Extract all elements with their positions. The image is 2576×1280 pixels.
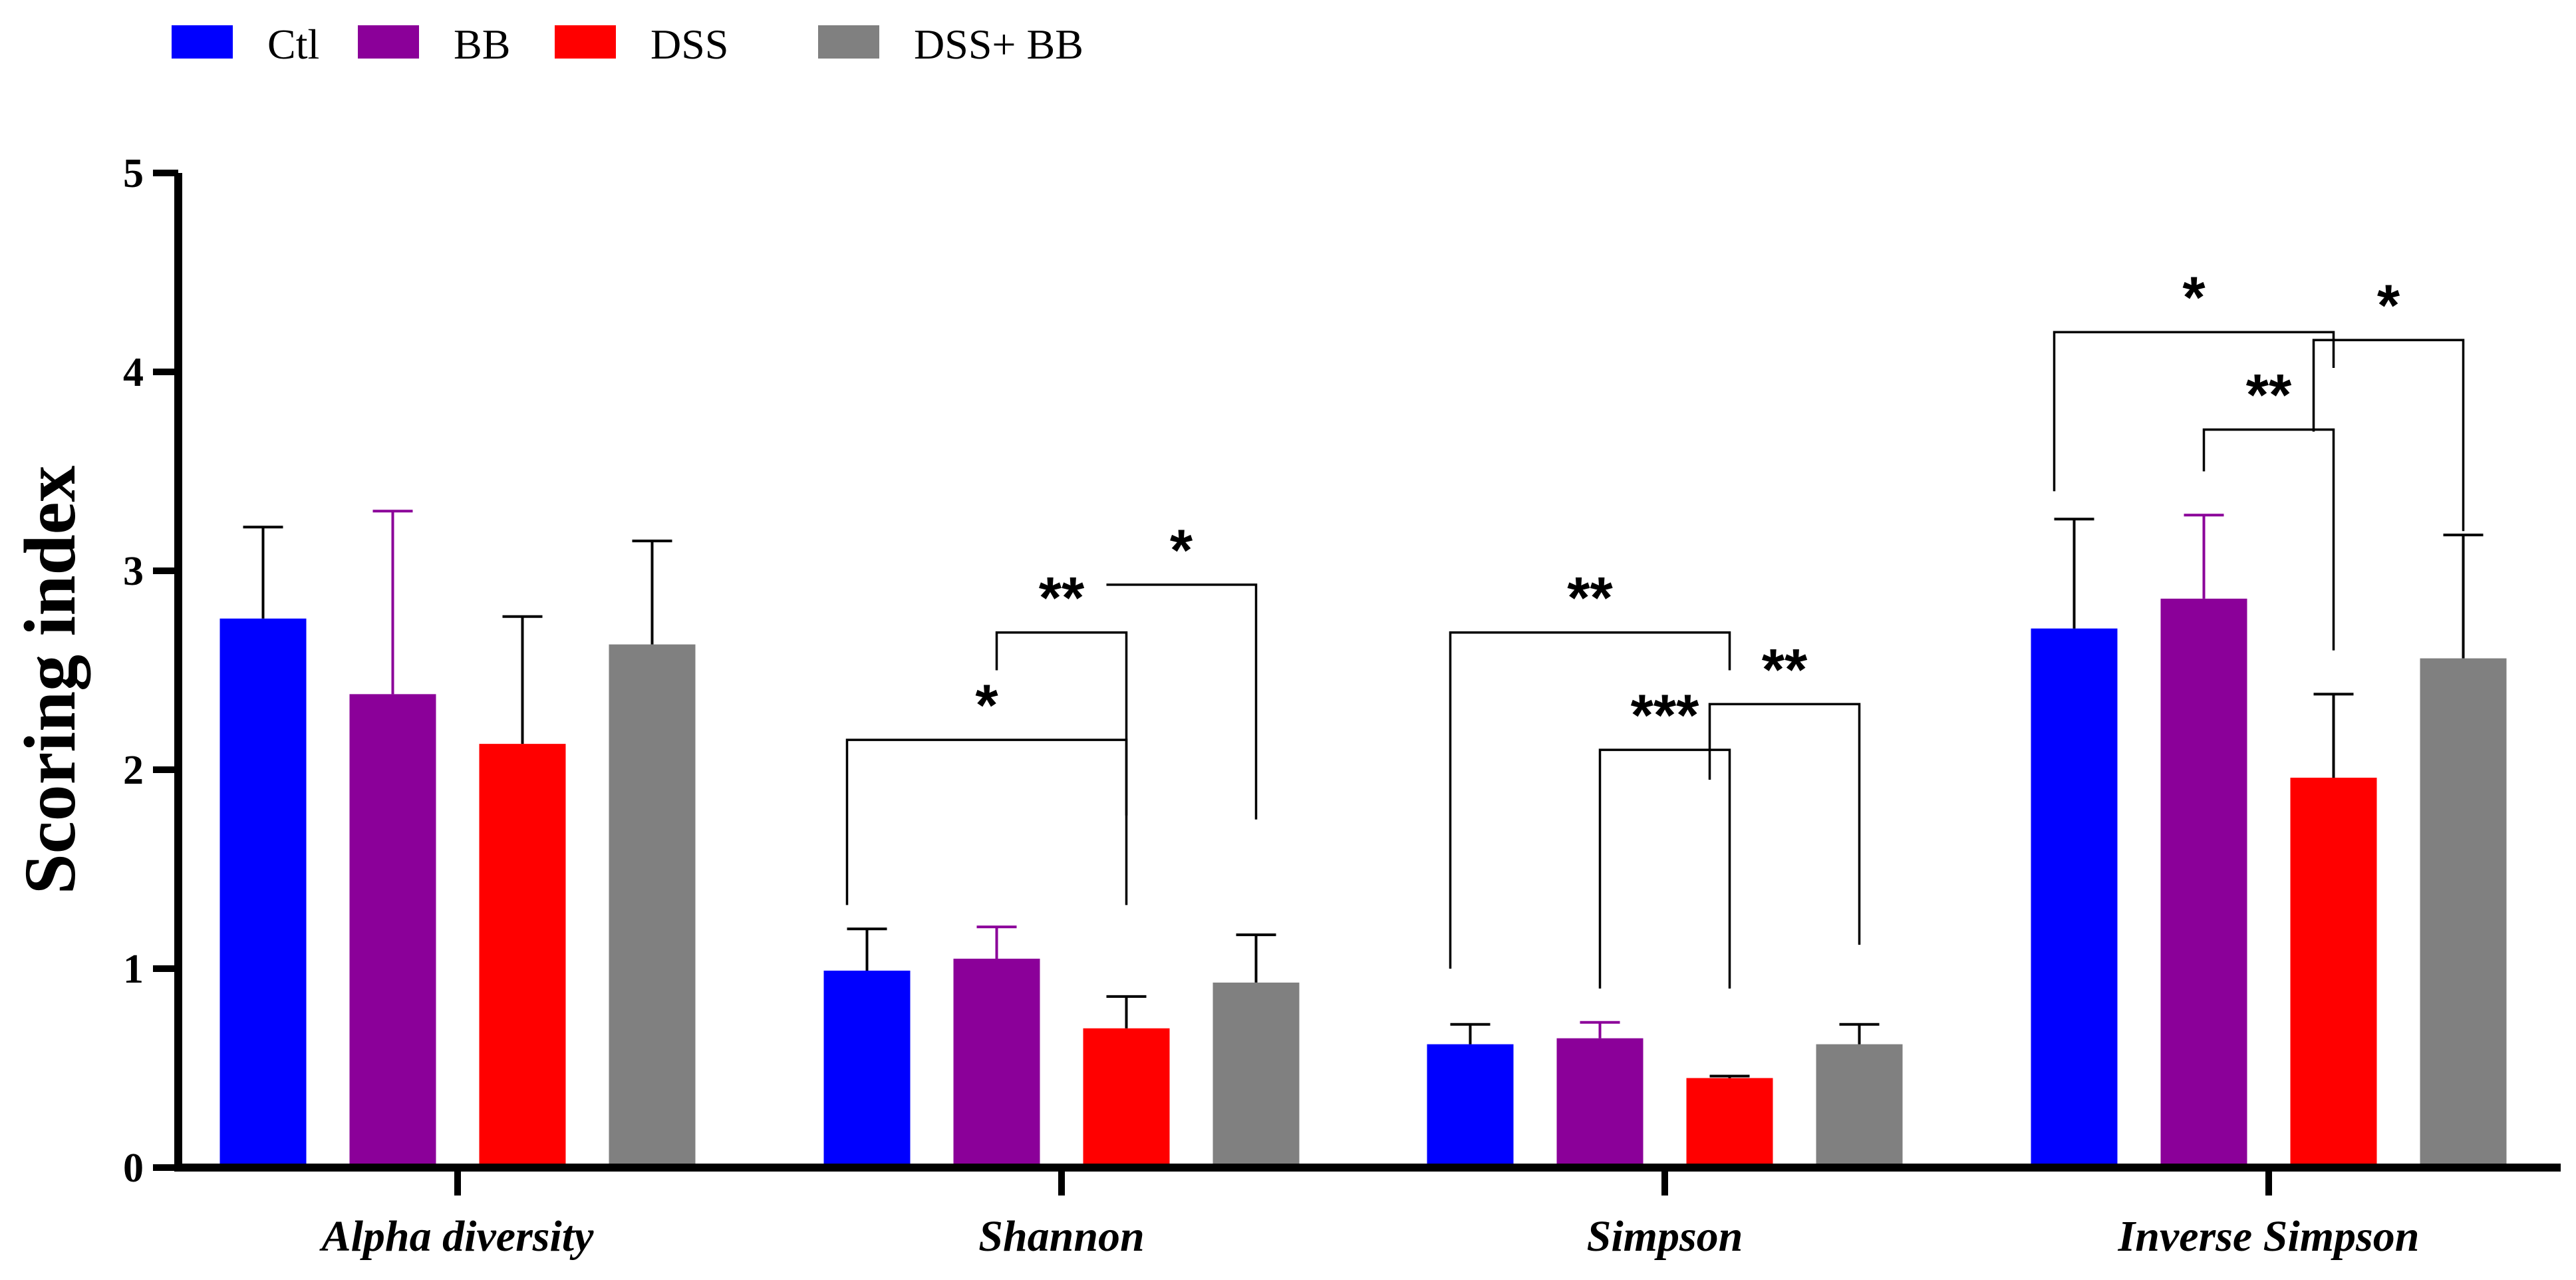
y-tick-label-2: 2 bbox=[123, 748, 144, 793]
y-tick-label-3: 3 bbox=[123, 549, 144, 594]
significance-label-6: * bbox=[2182, 264, 2206, 330]
bar-1-3 bbox=[2160, 598, 2247, 1168]
x-tick-label-1: Shannon bbox=[978, 1212, 1145, 1261]
significance-bracket-8 bbox=[2312, 339, 2465, 532]
legend-label-1: BB bbox=[454, 21, 510, 68]
significance-label-7: ** bbox=[2246, 362, 2292, 428]
y-axis-title: Scoring index bbox=[9, 466, 90, 895]
bar-2-1 bbox=[1083, 1028, 1170, 1168]
y-tick-label-1: 1 bbox=[123, 947, 144, 992]
legend: Ctl BB DSS DSS+ BB bbox=[172, 21, 1083, 68]
bar-3-1 bbox=[1213, 982, 1300, 1168]
bar-1-2 bbox=[1556, 1038, 1644, 1168]
legend-label-2: DSS bbox=[650, 21, 728, 68]
bar-0-0 bbox=[219, 618, 307, 1168]
bar-2-2 bbox=[1686, 1078, 1773, 1168]
significance-label-2: * bbox=[1170, 517, 1193, 583]
bar-0-1 bbox=[823, 970, 911, 1168]
significance-label-5: ** bbox=[1762, 636, 1808, 702]
legend-label-3: DSS+ BB bbox=[914, 21, 1083, 68]
significance-label-3: ** bbox=[1567, 565, 1613, 631]
significance-bracket-4 bbox=[1598, 748, 1731, 989]
bar-1-0 bbox=[349, 694, 436, 1168]
y-tick-label-4: 4 bbox=[123, 350, 144, 395]
significance-label-4: *** bbox=[1631, 682, 1699, 748]
x-tick-label-2: Simpson bbox=[1587, 1212, 1743, 1261]
significance-label-1: ** bbox=[1039, 565, 1085, 631]
x-tick-label-3: Inverse Simpson bbox=[2118, 1212, 2420, 1261]
significance-bracket-7 bbox=[2202, 428, 2335, 651]
x-tick-label-0: Alpha diversity bbox=[319, 1212, 595, 1261]
bar-3-2 bbox=[1816, 1044, 1903, 1168]
bar-0-2 bbox=[1427, 1044, 1514, 1168]
y-tick-label-5: 5 bbox=[123, 151, 144, 196]
significance-bracket-3 bbox=[1449, 631, 1731, 969]
significance-bracket-1 bbox=[995, 631, 1128, 816]
bar-3-0 bbox=[609, 644, 696, 1168]
significance-bracket-2 bbox=[1106, 583, 1258, 820]
significance-bracket-5 bbox=[1708, 703, 1861, 945]
bar-1-1 bbox=[953, 959, 1040, 1168]
legend-swatch-1 bbox=[358, 25, 419, 59]
legend-label-0: Ctl bbox=[267, 21, 319, 68]
bar-3-3 bbox=[2420, 658, 2507, 1168]
bar-0-3 bbox=[2031, 628, 2118, 1168]
significance-bracket-6 bbox=[2053, 331, 2335, 492]
significance-label-8: * bbox=[2377, 272, 2400, 338]
legend-swatch-3 bbox=[818, 25, 879, 59]
significance-bracket-0 bbox=[845, 738, 1128, 905]
legend-swatch-0 bbox=[172, 25, 233, 59]
y-tick-label-0: 0 bbox=[123, 1146, 144, 1191]
significance-label-0: * bbox=[975, 672, 998, 738]
bar-2-0 bbox=[479, 744, 566, 1168]
bar-2-3 bbox=[2290, 777, 2377, 1168]
legend-swatch-2 bbox=[555, 25, 616, 59]
